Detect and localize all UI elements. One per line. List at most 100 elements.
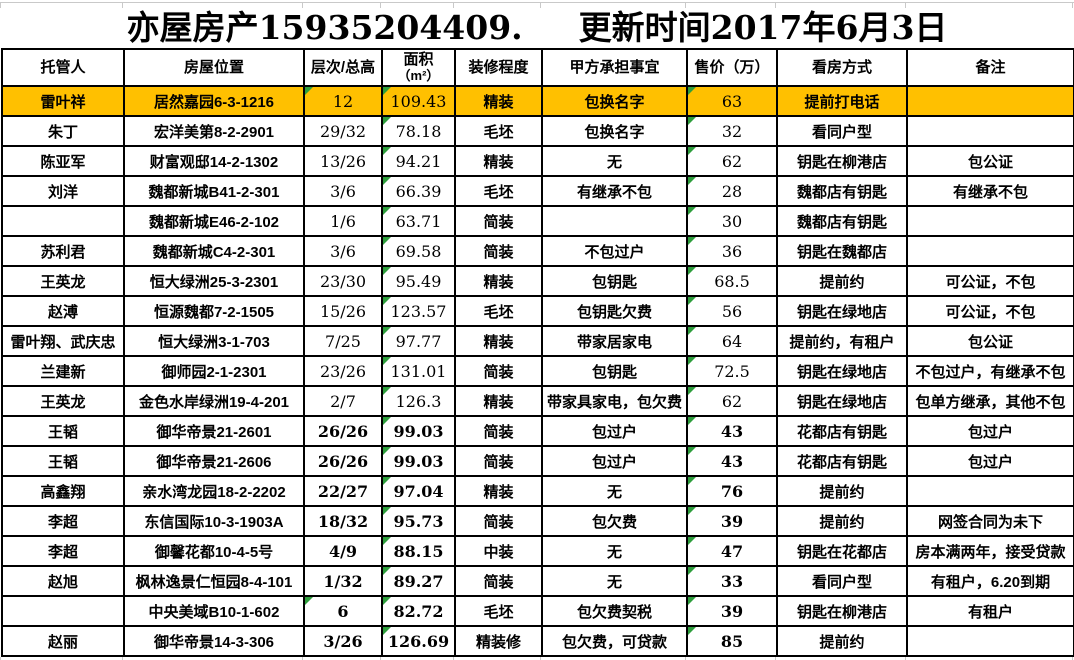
cell-location[interactable]: 宏洋美第8-2-2901: [123, 115, 305, 147]
cell-price[interactable]: 43: [686, 415, 778, 447]
cell-price[interactable]: 32: [686, 115, 778, 147]
cell-remarks[interactable]: 有租户，6.20到期: [906, 565, 1074, 597]
cell-viewing[interactable]: 魏都店有钥匙: [776, 175, 908, 207]
cell-trustee[interactable]: 王英龙: [1, 265, 125, 297]
cell-viewing[interactable]: 提前约: [776, 265, 908, 297]
cell-floor[interactable]: 22/27: [303, 475, 383, 507]
cell-floor[interactable]: 3/26: [303, 625, 383, 657]
cell-price[interactable]: 36: [686, 235, 778, 267]
cell-viewing[interactable]: 钥匙在绿地店: [776, 385, 908, 417]
cell-party_a[interactable]: 包欠费: [541, 505, 688, 537]
cell-price[interactable]: 30: [686, 205, 778, 237]
cell-floor[interactable]: 29/32: [303, 115, 383, 147]
cell-party_a[interactable]: 无: [541, 535, 688, 567]
cell-location[interactable]: 枫林逸景仁恒园8-4-101: [123, 565, 305, 597]
cell-price[interactable]: 47: [686, 535, 778, 567]
cell-area[interactable]: 94.21: [381, 145, 456, 177]
cell-area[interactable]: 131.01: [381, 355, 456, 387]
cell-decoration[interactable]: 精装: [454, 475, 543, 507]
cell-party_a[interactable]: 包钥匙: [541, 355, 688, 387]
cell-party_a[interactable]: 带家居家电: [541, 325, 688, 357]
cell-viewing[interactable]: 魏都店有钥匙: [776, 205, 908, 237]
cell-location[interactable]: 魏都新城B41-2-301: [123, 175, 305, 207]
cell-decoration[interactable]: 简装: [454, 205, 543, 237]
cell-trustee[interactable]: 雷叶翔、武庆忠: [1, 325, 125, 357]
cell-trustee[interactable]: 赵丽: [1, 625, 125, 657]
cell-party_a[interactable]: 不包过户: [541, 235, 688, 267]
cell-floor[interactable]: 18/32: [303, 505, 383, 537]
cell-area[interactable]: 66.39: [381, 175, 456, 207]
cell-party_a[interactable]: 包钥匙欠费: [541, 295, 688, 327]
cell-location[interactable]: 财富观邸14-2-1302: [123, 145, 305, 177]
cell-remarks[interactable]: 包单方继承，其他不包: [906, 385, 1074, 417]
cell-remarks[interactable]: 包过户: [906, 445, 1074, 477]
cell-price[interactable]: 68.5: [686, 265, 778, 297]
cell-party_a[interactable]: 包过户: [541, 415, 688, 447]
cell-trustee[interactable]: 赵旭: [1, 565, 125, 597]
cell-location[interactable]: 魏都新城C4-2-301: [123, 235, 305, 267]
cell-price[interactable]: 28: [686, 175, 778, 207]
cell-trustee[interactable]: 李超: [1, 535, 125, 567]
cell-viewing[interactable]: 花都店有钥匙: [776, 445, 908, 477]
cell-remarks[interactable]: 不包过户，有继承不包: [906, 355, 1074, 387]
cell-decoration[interactable]: 精装: [454, 145, 543, 177]
cell-floor[interactable]: 2/7: [303, 385, 383, 417]
cell-trustee[interactable]: [1, 205, 125, 237]
cell-remarks[interactable]: [906, 85, 1074, 117]
cell-remarks[interactable]: 网签合同为未下: [906, 505, 1074, 537]
cell-party_a[interactable]: 包换名字: [541, 85, 688, 117]
cell-party_a[interactable]: 包换名字: [541, 115, 688, 147]
cell-trustee[interactable]: 兰建新: [1, 355, 125, 387]
cell-decoration[interactable]: 精装: [454, 325, 543, 357]
cell-trustee[interactable]: 陈亚军: [1, 145, 125, 177]
cell-remarks[interactable]: [906, 205, 1074, 237]
cell-remarks[interactable]: 包公证: [906, 145, 1074, 177]
cell-remarks[interactable]: 房本满两年，接受贷款: [906, 535, 1074, 567]
cell-area[interactable]: 97.77: [381, 325, 456, 357]
cell-area[interactable]: 99.03: [381, 445, 456, 477]
cell-floor[interactable]: 23/30: [303, 265, 383, 297]
cell-area[interactable]: 78.18: [381, 115, 456, 147]
cell-location[interactable]: 御华帝景14-3-306: [123, 625, 305, 657]
cell-floor[interactable]: 3/6: [303, 235, 383, 267]
cell-party_a[interactable]: 包钥匙: [541, 265, 688, 297]
cell-viewing[interactable]: 提前约，有租户: [776, 325, 908, 357]
header-remarks[interactable]: 备注: [906, 48, 1074, 87]
cell-area[interactable]: 123.57: [381, 295, 456, 327]
cell-price[interactable]: 39: [686, 595, 778, 627]
cell-price[interactable]: 56: [686, 295, 778, 327]
cell-remarks[interactable]: 有租户: [906, 595, 1074, 627]
cell-price[interactable]: 39: [686, 505, 778, 537]
cell-viewing[interactable]: 提前约: [776, 505, 908, 537]
cell-viewing[interactable]: 钥匙在魏都店: [776, 235, 908, 267]
cell-decoration[interactable]: 简装: [454, 565, 543, 597]
cell-location[interactable]: 恒大绿洲25-3-2301: [123, 265, 305, 297]
cell-viewing[interactable]: 看同户型: [776, 565, 908, 597]
cell-trustee[interactable]: 王韬: [1, 445, 125, 477]
cell-location[interactable]: 御馨花都10-4-5号: [123, 535, 305, 567]
cell-decoration[interactable]: 毛坯: [454, 115, 543, 147]
cell-area[interactable]: 63.71: [381, 205, 456, 237]
cell-price[interactable]: 85: [686, 625, 778, 657]
cell-trustee[interactable]: 王韬: [1, 415, 125, 447]
cell-location[interactable]: 恒源魏都7-2-1505: [123, 295, 305, 327]
cell-location[interactable]: 魏都新城E46-2-102: [123, 205, 305, 237]
cell-party_a[interactable]: 带家具家电，包欠费: [541, 385, 688, 417]
cell-viewing[interactable]: 看同户型: [776, 115, 908, 147]
cell-remarks[interactable]: 有继承不包: [906, 175, 1074, 207]
cell-location[interactable]: 东信国际10-3-1903A: [123, 505, 305, 537]
cell-decoration[interactable]: 中装: [454, 535, 543, 567]
cell-decoration[interactable]: 毛坯: [454, 175, 543, 207]
cell-location[interactable]: 御师园2-1-2301: [123, 355, 305, 387]
cell-decoration[interactable]: 毛坯: [454, 295, 543, 327]
cell-viewing[interactable]: 提前约: [776, 625, 908, 657]
cell-viewing[interactable]: 钥匙在绿地店: [776, 295, 908, 327]
cell-floor[interactable]: 12: [303, 85, 383, 117]
cell-decoration[interactable]: 精装: [454, 385, 543, 417]
header-party_a[interactable]: 甲方承担事宜: [541, 48, 688, 87]
cell-floor[interactable]: 15/26: [303, 295, 383, 327]
cell-floor[interactable]: 26/26: [303, 445, 383, 477]
cell-remarks[interactable]: [906, 115, 1074, 147]
cell-floor[interactable]: 23/26: [303, 355, 383, 387]
cell-viewing[interactable]: 提前打电话: [776, 85, 908, 117]
